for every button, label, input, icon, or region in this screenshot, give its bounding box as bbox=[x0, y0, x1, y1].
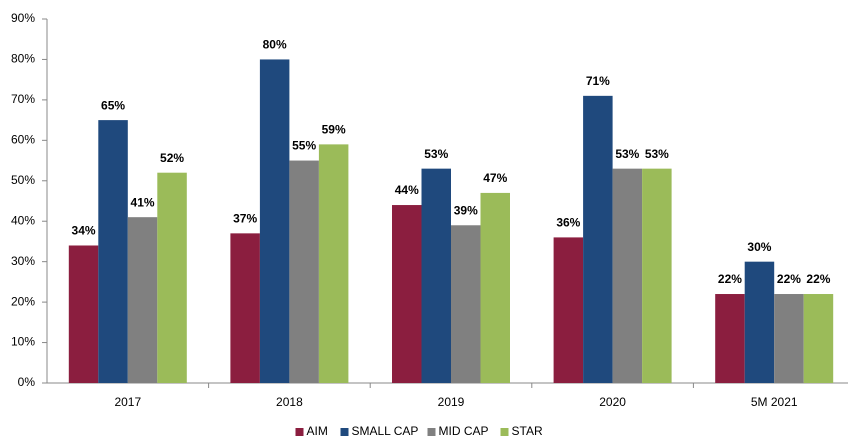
bar bbox=[127, 217, 158, 383]
y-tick-label: 30% bbox=[11, 254, 35, 268]
y-tick-label: 20% bbox=[11, 294, 35, 308]
y-tick-label: 60% bbox=[11, 133, 35, 147]
value-label: 71% bbox=[586, 74, 610, 88]
bar bbox=[553, 237, 584, 383]
legend-label: SMALL CAP bbox=[352, 424, 419, 438]
value-label: 55% bbox=[292, 139, 316, 153]
value-label: 65% bbox=[101, 98, 125, 112]
value-label: 39% bbox=[454, 203, 478, 217]
bar bbox=[451, 225, 481, 383]
bar bbox=[289, 160, 319, 383]
y-tick-label: 80% bbox=[11, 52, 35, 66]
value-label: 30% bbox=[747, 240, 771, 254]
bar bbox=[157, 172, 187, 383]
value-label: 47% bbox=[483, 171, 507, 185]
x-tick-label: 2017 bbox=[114, 395, 141, 409]
x-tick-label: 2019 bbox=[438, 395, 465, 409]
value-label: 41% bbox=[131, 195, 155, 209]
legend-swatch bbox=[427, 428, 436, 436]
bar bbox=[318, 144, 349, 383]
bar bbox=[774, 294, 804, 383]
value-label: 22% bbox=[806, 272, 830, 286]
y-tick-label: 70% bbox=[11, 92, 35, 106]
legend-swatch bbox=[340, 428, 349, 436]
value-label: 36% bbox=[556, 216, 580, 230]
value-label: 53% bbox=[424, 147, 448, 161]
bar bbox=[68, 245, 99, 383]
bar bbox=[612, 168, 643, 383]
y-tick-label: 40% bbox=[11, 213, 35, 227]
bar bbox=[98, 120, 128, 383]
legend-label: AIM bbox=[307, 424, 328, 438]
y-tick-label: 10% bbox=[11, 335, 35, 349]
bar bbox=[803, 294, 834, 383]
value-label: 22% bbox=[777, 272, 801, 286]
bar bbox=[583, 95, 613, 383]
value-label: 44% bbox=[395, 183, 419, 197]
y-tick-label: 90% bbox=[11, 11, 35, 25]
value-label: 80% bbox=[263, 38, 287, 52]
bar bbox=[715, 294, 745, 383]
bar bbox=[230, 233, 260, 383]
x-tick-label: 5M 2021 bbox=[751, 395, 798, 409]
bar bbox=[642, 168, 672, 383]
bar bbox=[392, 205, 422, 383]
value-label: 53% bbox=[615, 147, 639, 161]
y-tick-label: 50% bbox=[11, 173, 35, 187]
bar bbox=[480, 192, 510, 383]
bar bbox=[744, 261, 775, 383]
value-label: 53% bbox=[645, 147, 669, 161]
y-tick-label: 0% bbox=[18, 375, 36, 389]
value-label: 59% bbox=[322, 123, 346, 137]
legend-label: STAR bbox=[512, 424, 543, 438]
bar bbox=[259, 59, 290, 383]
value-label: 22% bbox=[718, 272, 742, 286]
legend-label: MID CAP bbox=[439, 424, 489, 438]
legend-swatch bbox=[295, 428, 304, 436]
bar bbox=[421, 168, 451, 383]
value-label: 52% bbox=[160, 151, 184, 165]
x-tick-label: 2020 bbox=[599, 395, 626, 409]
value-label: 34% bbox=[72, 224, 96, 238]
value-label: 37% bbox=[233, 212, 257, 226]
x-tick-label: 2018 bbox=[276, 395, 303, 409]
legend-swatch bbox=[500, 428, 509, 436]
